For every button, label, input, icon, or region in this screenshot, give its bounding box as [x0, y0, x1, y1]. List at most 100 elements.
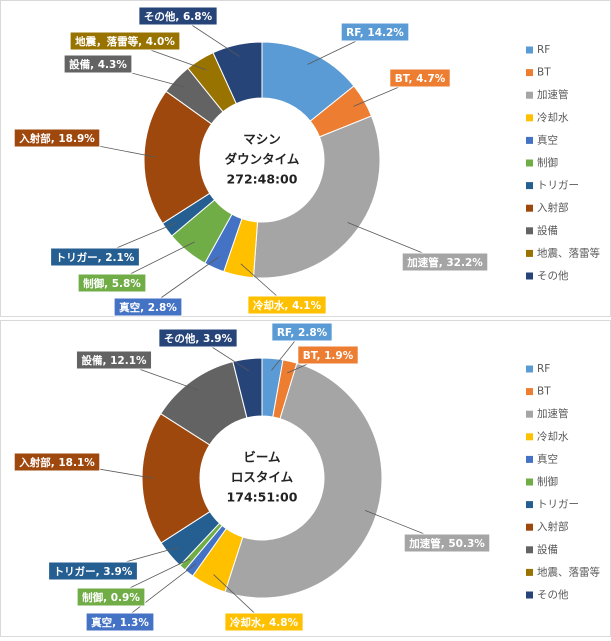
center-text: ロスタイム	[231, 470, 294, 485]
legend-label: トリガー	[537, 180, 579, 192]
label-box	[340, 22, 410, 42]
legend-swatch	[526, 182, 533, 190]
legend-swatch	[526, 91, 533, 99]
center-text: 272:48:00	[227, 172, 298, 187]
legend-label: 設備	[537, 224, 558, 237]
center-text: マシン	[243, 132, 281, 147]
data-label-text: 設備, 4.3%	[69, 58, 127, 71]
legend-swatch	[526, 455, 533, 463]
data-label: RF, 14.2%	[340, 22, 410, 42]
legend-label: RF	[537, 363, 550, 375]
legend-label: 制御	[537, 475, 558, 488]
data-label: BT, 4.7%	[389, 68, 451, 88]
data-label: 真空, 2.8%	[113, 297, 183, 317]
data-label-text: 真空, 2.8%	[119, 301, 177, 314]
center-text: ビーム	[243, 450, 281, 465]
data-label-text: 加速管, 32.2%	[406, 256, 483, 269]
leader-line	[119, 563, 197, 623]
legend-swatch	[526, 272, 533, 280]
data-label: RF, 2.8%	[271, 322, 333, 342]
label-box	[13, 128, 101, 148]
data-label-text: BT, 1.9%	[303, 350, 354, 362]
data-label: BT, 1.9%	[297, 345, 359, 365]
data-label: 加速管, 32.2%	[401, 252, 489, 272]
legend-label: BT	[537, 67, 551, 79]
data-label-text: その他, 6.8%	[144, 10, 213, 23]
legend-label: 地震、落雷等	[537, 565, 600, 578]
data-label: 入射部, 18.9%	[13, 128, 101, 148]
legend-label: 地震、落雷等	[537, 246, 600, 259]
legend-swatch	[526, 433, 533, 441]
legend-label: 入射部	[537, 520, 569, 533]
legend-label: 冷却水	[537, 111, 569, 124]
label-box	[247, 295, 327, 315]
data-label: 地震，落雷等, 4.0%	[69, 31, 181, 51]
legend-swatch	[526, 478, 533, 486]
data-label-text: 制御, 0.9%	[82, 591, 140, 604]
label-box	[63, 54, 133, 74]
data-label-text: 冷却水, 4.8%	[230, 616, 299, 629]
data-label: 制御, 5.8%	[77, 273, 147, 293]
legend-swatch	[526, 249, 533, 257]
data-label: 制御, 0.9%	[76, 587, 146, 607]
legend-label: 加速管	[537, 407, 569, 420]
label-box	[113, 297, 183, 317]
legend-label: 入射部	[537, 201, 569, 214]
donut-segment	[212, 41, 263, 105]
legend-label: 制御	[537, 156, 558, 169]
data-label-text: 冷却水, 4.1%	[253, 299, 322, 312]
data-label-text: 入射部, 18.1%	[19, 456, 95, 469]
legend-label: 加速管	[537, 88, 569, 101]
legend-swatch	[526, 410, 533, 418]
data-label-text: BT, 4.7%	[395, 73, 446, 85]
data-label-text: 地震，落雷等, 4.0%	[75, 35, 175, 48]
legend-label: その他	[537, 588, 569, 601]
data-label-text: 制御, 5.8%	[83, 277, 141, 290]
data-label: 真空, 1.3%	[85, 612, 155, 632]
legend-swatch	[526, 46, 533, 54]
donut-segment	[224, 362, 383, 599]
label-box	[158, 328, 238, 348]
label-box	[50, 247, 140, 267]
label-box	[271, 322, 333, 342]
legend-swatch	[526, 591, 533, 599]
data-label-text: その他, 3.9%	[164, 332, 233, 345]
legend-label: 設備	[537, 543, 558, 556]
data-label: その他, 6.8%	[138, 6, 218, 26]
legend-swatch	[526, 227, 533, 235]
data-label: トリガー, 2.1%	[50, 247, 140, 267]
label-box	[13, 452, 101, 472]
data-label-text: トリガー, 2.1%	[56, 251, 135, 264]
legend-label: 真空	[537, 452, 558, 465]
data-label-text: 真空, 1.3%	[91, 616, 149, 629]
label-box	[297, 345, 359, 365]
legend-swatch	[526, 69, 533, 77]
data-label-text: 入射部, 18.9%	[19, 132, 95, 145]
legend-label: RF	[537, 44, 550, 56]
center-text: ダウンタイム	[225, 152, 300, 167]
label-box	[77, 273, 147, 293]
legend-swatch	[526, 523, 533, 531]
data-label: その他, 3.9%	[158, 328, 238, 348]
legend-swatch	[526, 365, 533, 373]
legend-label: 冷却水	[537, 430, 569, 443]
label-box	[85, 612, 155, 632]
legend-swatch	[526, 546, 533, 554]
label-box	[69, 31, 181, 51]
label-box	[401, 252, 489, 272]
data-label: 設備, 12.1%	[75, 350, 153, 370]
label-box	[224, 612, 304, 632]
label-box	[76, 587, 146, 607]
donut-segment	[252, 115, 381, 279]
legend-label: トリガー	[537, 499, 579, 511]
data-label-text: RF, 2.8%	[277, 327, 328, 339]
data-label: 冷却水, 4.1%	[247, 295, 327, 315]
data-label: トリガー, 3.9%	[48, 561, 138, 581]
legend-swatch	[526, 568, 533, 576]
label-box	[138, 6, 218, 26]
label-box	[389, 68, 451, 88]
legend-label: BT	[537, 386, 551, 398]
donut-segment	[232, 357, 263, 419]
legend-swatch	[526, 501, 533, 509]
